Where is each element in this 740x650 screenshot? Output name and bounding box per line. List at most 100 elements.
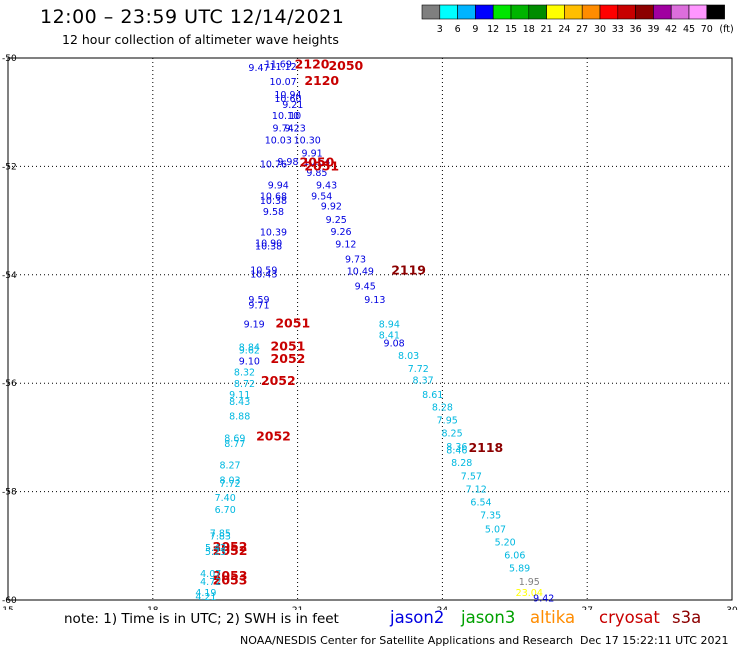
data-label: 8.77 [224, 439, 245, 450]
x-tick-label: 27 [581, 606, 592, 610]
footer-timestamp: Dec 17 15:22:11 UTC 2021 [580, 634, 729, 647]
data-label: 9.12 [335, 239, 356, 250]
data-label: 11.12 [270, 62, 297, 73]
data-label: 11.69 [265, 59, 292, 70]
data-label: 9.62 [239, 346, 260, 357]
x-tick-label: 18 [147, 606, 159, 610]
legend-note: note: 1) Time is in UTC; 2) SWH is in fe… [64, 611, 339, 627]
scale-label: 70 [701, 24, 713, 35]
data-label: 10.39 [260, 227, 287, 238]
data-label: 7.12 [466, 484, 487, 495]
data-label: 2052 [256, 428, 291, 443]
data-label: 2052 [213, 543, 248, 558]
scale-label: 39 [647, 24, 659, 35]
y-tick-label: -56 [2, 379, 17, 389]
data-label: 2119 [391, 262, 426, 277]
y-tick-label: -58 [2, 488, 17, 498]
legend-altika: altika [530, 608, 576, 627]
data-label: 10.38 [255, 242, 282, 253]
data-label: 9.45 [355, 282, 376, 293]
data-label: 10.90 [255, 238, 282, 249]
data-label: 9.11 [229, 390, 250, 401]
data-label: 7.35 [480, 510, 501, 521]
data-label: 2120 [304, 73, 339, 88]
data-label: 9.43 [316, 180, 337, 191]
data-label: 9.92 [321, 201, 342, 212]
data-label: 7.83 [210, 532, 231, 543]
data-label: 9.10 [239, 356, 260, 367]
scale-swatch [706, 4, 725, 20]
data-label: 4.72 [200, 577, 221, 588]
data-label: 9.91 [302, 148, 323, 159]
data-label: 8.88 [229, 412, 250, 423]
scale-label: 9 [472, 24, 478, 35]
data-label: 23.04 [516, 588, 543, 599]
data-label: 10.59 [250, 265, 277, 276]
data-label: 4.19 [195, 588, 216, 599]
data-label: 4.07 [200, 569, 221, 580]
data-label: 10.68 [260, 192, 287, 203]
scale-label: 24 [558, 24, 570, 35]
data-label: 10.49 [347, 266, 374, 277]
data-label: 9.73 [345, 255, 366, 266]
data-label: 9.71 [248, 301, 269, 312]
data-label: 9.94 [268, 180, 289, 191]
data-label: 2050 [328, 58, 363, 73]
data-label: 1.95 [519, 577, 540, 588]
data-label: 7.85 [210, 528, 231, 539]
color-scale: 3 6 9 12 15 18 21 24 27 30 33 36 39 42 45 70 (ft) [421, 4, 734, 35]
scale-label: 21 [541, 24, 553, 35]
x-tick-label: 21 [292, 606, 303, 610]
data-label: 2118 [468, 440, 503, 455]
scale-label: 30 [594, 24, 606, 35]
data-label: 8.25 [441, 429, 462, 440]
data-label: 8.46 [446, 445, 467, 456]
data-label: 8.36 [446, 442, 467, 453]
wave-height-plot: 151821242730-50-52-54-56-58-609.4711.691… [2, 54, 738, 610]
data-label: 2051 [271, 338, 306, 353]
y-tick-label: -50 [2, 54, 17, 64]
data-label: 2120 [295, 57, 330, 72]
chart-title: 12:00 – 23:59 UTC 12/14/2021 [40, 6, 345, 28]
data-label: 9.13 [364, 295, 385, 306]
data-label: 9.58 [263, 207, 284, 218]
data-label: 9.23 [285, 123, 306, 134]
footer-credit: NOAA/NESDIS Center for Satellite Applica… [240, 634, 574, 647]
data-label: 8.03 [398, 351, 419, 362]
scale-label: 18 [523, 24, 535, 35]
plot-frame [7, 57, 733, 601]
data-label: 6.70 [215, 505, 236, 516]
scale-label: 3 [437, 24, 443, 35]
data-label: 2052 [213, 539, 248, 554]
scale-label: 15 [505, 24, 517, 35]
x-tick-label: 24 [437, 606, 449, 610]
data-label: 5.89 [509, 563, 530, 574]
x-tick-label: 15 [2, 606, 13, 610]
data-label: 9.25 [326, 215, 347, 226]
data-label: 9.08 [384, 339, 405, 350]
data-label: 8.32 [234, 367, 255, 378]
data-label: 9.26 [330, 227, 351, 238]
data-label: 2052 [271, 351, 306, 366]
legend-jason3: jason3 [461, 608, 516, 627]
data-label: 10 [289, 111, 301, 122]
data-label: 9.47 [248, 63, 269, 74]
data-label: 9.98 [277, 157, 298, 168]
data-label: 8.28 [432, 403, 453, 414]
data-label: 9.19 [244, 320, 265, 331]
data-label: 9.59 [248, 295, 269, 306]
data-label: 2051 [304, 158, 339, 173]
legend-s3a: s3a [672, 608, 702, 627]
data-label: 8.27 [219, 461, 240, 472]
data-label: 7.40 [215, 493, 236, 504]
data-label: 7.95 [437, 416, 458, 427]
legend-jason2: jason2 [390, 608, 445, 627]
data-label: 9.42 [533, 593, 554, 604]
scale-label: 45 [683, 24, 695, 35]
data-label: 10.03 [265, 135, 292, 146]
data-label: 2053 [213, 568, 248, 583]
legend-cryosat: cryosat [599, 608, 660, 627]
data-label: 6.54 [470, 497, 491, 508]
data-label: 10.64 [303, 157, 330, 168]
data-label: 8.41 [379, 330, 400, 341]
